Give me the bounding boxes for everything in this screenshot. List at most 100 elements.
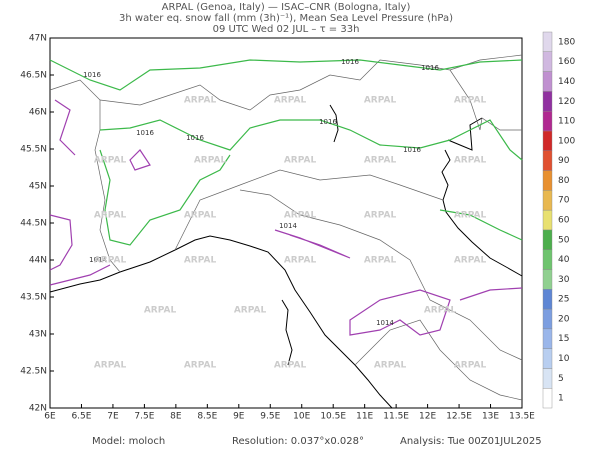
lat-label: 44.5N xyxy=(20,219,47,229)
lon-label: 12E xyxy=(419,412,436,422)
colorbar-label: 160 xyxy=(558,57,575,67)
pressure-contours xyxy=(49,59,523,336)
watermark: ARPAL xyxy=(144,306,177,316)
watermark: ARPAL xyxy=(94,156,127,166)
contour-label: 1016 xyxy=(403,146,421,154)
colorbar-label: 5 xyxy=(558,374,564,384)
colorbar-swatch xyxy=(542,388,553,409)
watermark: ARPAL xyxy=(364,96,397,106)
colorbar-swatch xyxy=(542,249,553,270)
ligurian-coast xyxy=(49,235,393,409)
contour-label: 1014 xyxy=(89,256,107,264)
map-frame xyxy=(49,37,523,409)
central-border xyxy=(354,319,523,401)
apennine-border xyxy=(239,189,523,361)
colorbar-label: 80 xyxy=(558,176,570,186)
borders xyxy=(49,54,523,401)
lon-label: 11.5E xyxy=(383,412,409,422)
lon-label: 8.5E xyxy=(197,412,217,422)
watermark: ARPAL xyxy=(184,96,217,106)
watermark: ARPAL xyxy=(364,211,397,221)
colorbar-swatch xyxy=(542,31,553,52)
header: ARPAL (Genoa, Italy) — ISAC–CNR (Bologna… xyxy=(119,2,453,35)
watermark: ARPAL xyxy=(274,361,307,371)
watermark: ARPAL xyxy=(284,211,317,221)
colorbar-label: 25 xyxy=(558,295,569,305)
colorbar-swatch xyxy=(542,130,553,151)
colorbar-label: 120 xyxy=(558,97,575,107)
colorbar-label: 140 xyxy=(558,77,575,87)
colorbar-label: 70 xyxy=(558,196,570,206)
colorbar-swatch xyxy=(542,368,553,389)
isobar xyxy=(439,209,523,241)
lat-label: 43N xyxy=(29,330,47,340)
colorbar-swatch xyxy=(542,91,553,112)
lat-label: 45.5N xyxy=(20,145,47,155)
colorbar-swatch xyxy=(542,190,553,211)
contour-label: 1016 xyxy=(319,118,337,126)
watermark: ARPAL xyxy=(194,156,227,166)
contour-label: 1016 xyxy=(186,134,204,142)
contour-label: 1016 xyxy=(341,58,359,66)
colorbar-swatch xyxy=(542,170,553,191)
lon-label: 9.5E xyxy=(260,412,280,422)
isobar xyxy=(459,287,523,301)
colorbar-swatch xyxy=(542,328,553,349)
lat-label: 42N xyxy=(29,404,47,414)
colorbar-swatch xyxy=(542,348,553,369)
adriatic-coast xyxy=(441,149,523,277)
watermark: ARPAL xyxy=(424,306,457,316)
lat-label: 42.5N xyxy=(20,367,47,377)
lat-label: 45N xyxy=(29,182,47,192)
alpine-border xyxy=(49,79,121,273)
isobar xyxy=(49,59,523,91)
lon-label: 7E xyxy=(107,412,119,422)
labels: 6E 6.5E 7E 7.5E 8E 8.5E 9E 9.5E 10E 10.5E 11E 11.5E… xyxy=(20,34,535,422)
lat-label: 47N xyxy=(29,34,47,44)
colorbar-label: 40 xyxy=(558,255,570,265)
colorbar-swatch xyxy=(542,209,553,231)
isobar xyxy=(349,289,451,336)
corsica xyxy=(281,299,293,366)
colorbar-swatch xyxy=(542,229,553,250)
watermark: ARPAL xyxy=(184,211,217,221)
lake xyxy=(329,104,339,143)
lat-label: 44N xyxy=(29,256,47,266)
lon-label: 6E xyxy=(44,412,56,422)
colorbar-swatch xyxy=(542,110,553,132)
colorbar-swatch xyxy=(542,71,553,92)
colorbar-label: 60 xyxy=(558,216,570,226)
lon-label: 9E xyxy=(233,412,245,422)
footer-resolution: Resolution: 0.037°x0.028° xyxy=(232,436,364,447)
istria xyxy=(447,117,483,151)
footer-model: Model: moloch xyxy=(92,436,165,447)
colorbar-label: 15 xyxy=(558,334,569,344)
footer: Model: moloch Resolution: 0.037°x0.028° An… xyxy=(92,436,542,447)
colorbar-swatch xyxy=(542,51,553,72)
colorbar-label: 100 xyxy=(558,136,575,146)
watermark: ARPAL xyxy=(274,96,307,106)
lon-label: 7.5E xyxy=(134,412,154,422)
lon-label: 11E xyxy=(356,412,373,422)
colorbar-label: 30 xyxy=(558,275,570,285)
lon-label: 13.5E xyxy=(509,412,535,422)
isobar xyxy=(274,229,351,259)
lon-label: 8E xyxy=(170,412,182,422)
watermark: ARPAL xyxy=(284,256,317,266)
colorbar-label: 20 xyxy=(558,314,570,324)
colorbar-label: 90 xyxy=(558,156,570,166)
isobar xyxy=(129,149,151,171)
isobar xyxy=(49,214,73,271)
contour-label: 1016 xyxy=(83,71,101,79)
watermark: ARPAL xyxy=(234,306,267,316)
colorbar: 1510152025304050607080901001101201401601… xyxy=(542,31,575,409)
isobar xyxy=(99,149,231,246)
contour-label: 1014 xyxy=(279,222,297,230)
contour-label: 1016 xyxy=(136,129,154,137)
header-line: 3h water eq. snow fall (mm (3h)⁻¹), Mean… xyxy=(119,13,453,24)
lon-label: 6.5E xyxy=(71,412,91,422)
coastlines xyxy=(49,104,523,409)
isobar xyxy=(49,264,111,286)
colorbar-label: 10 xyxy=(558,354,570,364)
